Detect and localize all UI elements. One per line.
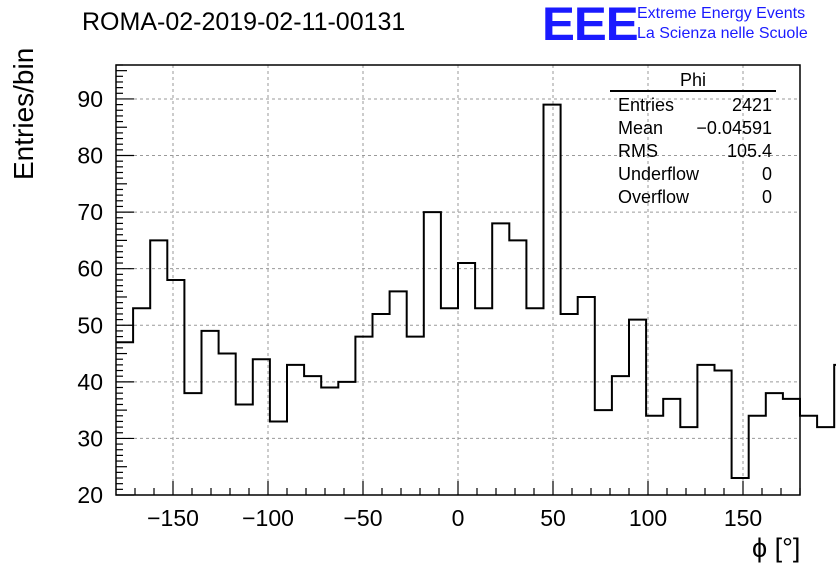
stats-value: −0.04591: [696, 118, 772, 138]
stats-value: 0: [761, 164, 772, 184]
histogram-bin: [287, 365, 304, 495]
x-tick-label: −50: [343, 505, 382, 531]
histogram-bin: [424, 212, 441, 495]
histogram-bin: [236, 404, 253, 495]
logo-line-2: La Scienza nelle Scuole: [637, 25, 808, 42]
stats-row-underflow: Underflow 0: [610, 163, 776, 186]
histogram-bin: [612, 376, 629, 495]
histogram-bin: [338, 382, 355, 495]
histogram-bin: [595, 410, 612, 495]
histogram-bin: [749, 416, 766, 495]
histogram-bin: [697, 365, 714, 495]
eee-logo: EEE: [542, 0, 639, 50]
histogram-bin: [629, 320, 646, 495]
y-axis-label: Entries/bin: [8, 47, 39, 180]
x-tick-label: 50: [540, 505, 566, 531]
histogram-bin: [219, 354, 236, 495]
stats-value: 105.4: [726, 141, 772, 161]
x-tick-label: 100: [629, 505, 667, 531]
y-tick-label: 50: [77, 312, 103, 338]
histogram-bin: [407, 337, 424, 495]
stats-label: Underflow: [618, 164, 700, 184]
x-axis-label: ϕ [°]: [752, 533, 801, 563]
y-tick-label: 20: [77, 482, 103, 508]
histogram-bin: [509, 240, 526, 495]
stats-label: Entries: [618, 95, 675, 115]
y-tick-labels: 20 30 40 50 60 70 80 90: [77, 86, 103, 508]
histogram-bin: [783, 399, 800, 495]
histogram-bin: [800, 416, 817, 495]
stats-label: RMS: [618, 141, 658, 161]
y-tick-label: 70: [77, 199, 103, 225]
stats-label: Mean: [618, 118, 664, 138]
y-tick-label: 40: [77, 369, 103, 395]
x-tick-label: −100: [242, 505, 294, 531]
histogram-bin: [561, 314, 578, 495]
stats-row-rms: RMS 105.4: [610, 140, 776, 163]
histogram-bin: [441, 308, 458, 495]
stats-title: Phi: [610, 70, 776, 92]
histogram-bin: [116, 342, 133, 495]
stats-row-overflow: Overflow 0: [610, 186, 776, 209]
y-tick-label: 60: [77, 256, 103, 282]
histogram-bin: [253, 359, 270, 495]
logo-line-1: Extreme Energy Events: [637, 5, 806, 22]
histogram-bin: [133, 308, 150, 495]
stats-value: 2421: [731, 95, 772, 115]
histogram-bin: [390, 291, 407, 495]
x-tick-label: −150: [147, 505, 199, 531]
histogram-bin: [732, 478, 749, 495]
histogram-bin: [526, 308, 543, 495]
histogram-bin: [167, 280, 184, 495]
histogram-bin: [578, 297, 595, 495]
histogram-bin: [766, 393, 783, 495]
histogram-bin: [475, 308, 492, 495]
histogram-bin: [680, 427, 697, 495]
histogram-bin: [544, 105, 561, 495]
histogram-steps: [116, 103, 836, 480]
x-tick-label: 0: [452, 505, 465, 531]
x-tick-label: 150: [724, 505, 762, 531]
stats-label: Overflow: [618, 187, 690, 207]
stats-row-mean: Mean −0.04591: [610, 117, 776, 140]
axis-ticks: [116, 64, 801, 496]
stats-value: 0: [761, 187, 772, 207]
histogram-bin: [458, 263, 475, 495]
histogram-bin: [817, 427, 834, 495]
histogram-bin: [373, 314, 390, 495]
histogram-bin: [202, 331, 219, 495]
histogram-line: [116, 103, 836, 496]
histogram-bin: [304, 376, 321, 495]
stats-box: Phi Entries 2421 Mean −0.04591 RMS 105.4…: [610, 70, 776, 209]
histogram-bin: [715, 371, 732, 495]
y-tick-label: 90: [77, 86, 103, 112]
histogram-bin: [492, 223, 509, 495]
histogram-bin: [663, 399, 680, 495]
histogram-bin: [355, 337, 372, 495]
histogram-bin: [321, 388, 338, 496]
y-tick-label: 80: [77, 143, 103, 169]
histogram-bin: [270, 421, 287, 495]
histogram-bin: [184, 393, 201, 495]
y-tick-label: 30: [77, 425, 103, 451]
x-tick-labels: −150 −100 −50 0 50 100 150: [147, 505, 762, 531]
stats-row-entries: Entries 2421: [610, 94, 776, 117]
chart-title: ROMA-02-2019-02-11-00131: [82, 8, 406, 36]
histogram-bin: [150, 240, 167, 495]
histogram-bin: [646, 416, 663, 495]
